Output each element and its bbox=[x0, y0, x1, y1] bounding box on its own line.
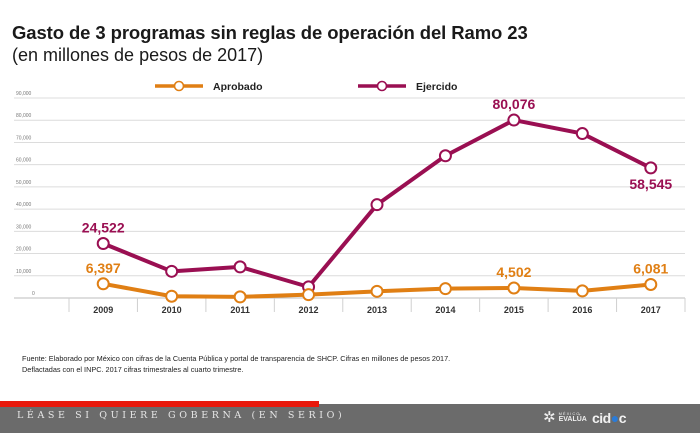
x-tick-label: 2013 bbox=[367, 305, 387, 315]
data-point-aprobado bbox=[438, 282, 452, 296]
chart-subtitle: (en millones de pesos de 2017) bbox=[12, 45, 264, 65]
x-tick-label: 2010 bbox=[162, 305, 182, 315]
data-label-ejercido: 24,522 bbox=[82, 220, 125, 236]
series-lines bbox=[96, 113, 658, 304]
star-logo-icon: ✲ bbox=[543, 409, 556, 426]
data-point-aprobado bbox=[575, 284, 589, 298]
footer-bar bbox=[0, 404, 700, 433]
data-point-ejercido bbox=[507, 113, 521, 127]
y-tick-label: 60,000 bbox=[16, 158, 32, 164]
data-point-aprobado bbox=[302, 288, 316, 302]
x-tick-label: 2009 bbox=[93, 305, 113, 315]
data-label-ejercido: 80,076 bbox=[492, 96, 535, 112]
data-point-aprobado bbox=[165, 289, 179, 303]
y-axis-ticks: 0 10,000 20,000 30,000 40,000 50,000 60,000 70,… bbox=[16, 91, 35, 297]
legend-marker-aprobado bbox=[173, 80, 185, 92]
legend-label-ejercido: Ejercido bbox=[416, 81, 457, 93]
data-point-aprobado bbox=[644, 277, 658, 291]
line-chart: 0 10,000 20,000 30,000 40,000 50,000 60,000 70,… bbox=[14, 80, 686, 315]
y-tick-label: 20,000 bbox=[16, 247, 32, 253]
y-tick-label: 40,000 bbox=[16, 202, 32, 208]
chart-title: Gasto de 3 programas sin reglas de opera… bbox=[12, 22, 528, 43]
data-point-ejercido bbox=[96, 237, 110, 251]
source-note-line-2: Deflactadas con el INPC. 2017 cifras tri… bbox=[22, 365, 244, 374]
cidac-logo-dot: ● bbox=[610, 410, 619, 426]
data-point-aprobado bbox=[507, 281, 521, 295]
data-point-aprobado bbox=[233, 290, 247, 304]
y-tick-label: 50,000 bbox=[16, 180, 32, 186]
footer-tagline: LÉASE SI QUIERE GOBERNA (EN SERIO) bbox=[17, 410, 346, 421]
legend-marker-ejercido bbox=[376, 80, 388, 92]
source-note-line-1: Fuente: Elaborado por México con cifras … bbox=[22, 354, 451, 363]
data-point-aprobado bbox=[370, 284, 384, 298]
data-label-aprobado: 4,502 bbox=[496, 264, 531, 280]
mexico-evalua-logo: ✲ MÉXICO EVALÚA bbox=[543, 410, 587, 425]
y-tick-label: 80,000 bbox=[16, 113, 32, 119]
data-label-aprobado: 6,397 bbox=[86, 260, 121, 276]
y-tick-label: 70,000 bbox=[16, 135, 32, 141]
x-tick-label: 2014 bbox=[435, 305, 455, 315]
data-point-ejercido bbox=[233, 260, 247, 274]
data-point-ejercido bbox=[165, 264, 179, 278]
data-point-ejercido bbox=[575, 127, 589, 141]
cidac-logo: cid●c bbox=[592, 410, 627, 426]
x-tick-label: 2017 bbox=[641, 305, 661, 315]
y-tick-label: 30,000 bbox=[16, 224, 32, 230]
data-point-ejercido bbox=[644, 161, 658, 175]
data-point-ejercido bbox=[370, 198, 384, 212]
y-tick-label: 90,000 bbox=[16, 91, 32, 97]
logo-big-text: EVALÚA bbox=[558, 416, 587, 423]
x-tick-label: 2012 bbox=[299, 305, 319, 315]
x-axis: 2009 2010 2011 2012 2013 2014 2015 2016 2017 bbox=[68, 298, 686, 315]
data-label-ejercido: 58,545 bbox=[629, 176, 672, 192]
x-tick-label: 2016 bbox=[572, 305, 592, 315]
source-note: Fuente: Elaborado por México con cifras … bbox=[22, 353, 622, 375]
cidac-logo-text-b: c bbox=[618, 410, 627, 426]
data-point-aprobado bbox=[96, 277, 110, 291]
logo-small-text: MÉXICO bbox=[558, 411, 581, 416]
data-labels: 24,522 80,076 58,545 6,397 4,502 6,081 bbox=[82, 96, 673, 280]
cidac-logo-text-a: cid bbox=[592, 410, 611, 426]
legend: Aprobado Ejercido bbox=[155, 80, 457, 93]
x-tick-label: 2011 bbox=[230, 305, 250, 315]
x-tick-label: 2015 bbox=[504, 305, 524, 315]
legend-label-aprobado: Aprobado bbox=[213, 81, 263, 93]
data-point-ejercido bbox=[438, 149, 452, 163]
footer-accent-bar bbox=[0, 401, 319, 407]
y-tick-label: 10,000 bbox=[16, 269, 32, 275]
data-label-aprobado: 6,081 bbox=[633, 260, 668, 276]
y-tick-label: 0 bbox=[32, 291, 35, 297]
